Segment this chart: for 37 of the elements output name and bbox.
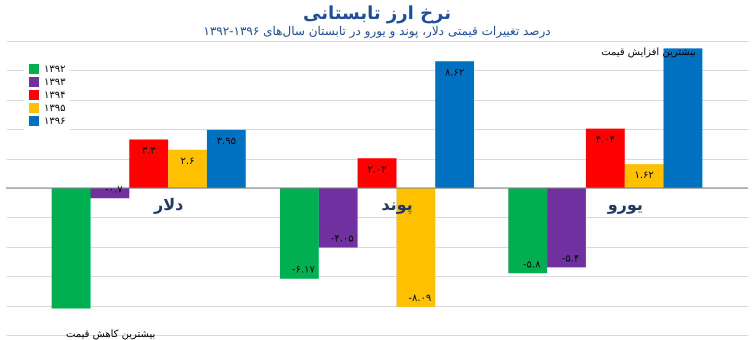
bar — [90, 188, 130, 198]
data-label: -۶.۱۷ — [292, 264, 316, 276]
data-label: -۴.۰۵ — [330, 234, 354, 245]
bar — [624, 164, 664, 188]
text: بیشترین کاهش قیمت — [66, 329, 156, 340]
data-label: ۳.۹۵ — [216, 136, 236, 147]
data-label: ۳.۳ — [142, 145, 156, 156]
bar — [168, 150, 207, 188]
bar — [358, 158, 396, 188]
bar — [318, 188, 358, 248]
legend-label: ۱۳۹۴ — [44, 90, 66, 101]
legend-label: ۱۳۹۲ — [44, 64, 66, 75]
bar — [664, 48, 702, 188]
data-label: ۴.۰۴ — [596, 134, 615, 146]
data-label: ۲.۶ — [180, 156, 194, 167]
bar — [508, 188, 548, 274]
data-label: ۲.۰۲ — [367, 164, 387, 176]
data-label: -۵.۴ — [562, 253, 580, 264]
bar — [280, 188, 319, 279]
legend-label: ۱۳۹۳ — [44, 77, 66, 88]
bar — [206, 130, 246, 188]
data-label: -۰.۷ — [105, 184, 124, 196]
data-label: -۸.۰۹ — [408, 292, 432, 304]
chart-title: نرخ ارز تابستانی — [302, 3, 452, 24]
x-tick-label: یورو — [606, 195, 643, 214]
chart-subtitle: درصد تغییرات قیمتی دلار، پوند و یورو در تابستان سال‌های ۱۳۹۶-۱۳۹۲ — [203, 24, 551, 38]
bar — [52, 188, 90, 309]
bar — [435, 61, 474, 188]
legend-label: ۱۳۹۵ — [44, 103, 66, 114]
x-tick-label: دلار — [153, 195, 184, 214]
data-label: ۸.۶۲ — [444, 67, 464, 78]
bar — [547, 188, 586, 268]
bar — [586, 128, 625, 188]
bar — [129, 139, 168, 188]
legend-label: ۱۳۹۶ — [44, 116, 66, 127]
data-label: ۱.۶۲ — [634, 170, 654, 182]
data-label: -۵.۸ — [522, 259, 542, 270]
